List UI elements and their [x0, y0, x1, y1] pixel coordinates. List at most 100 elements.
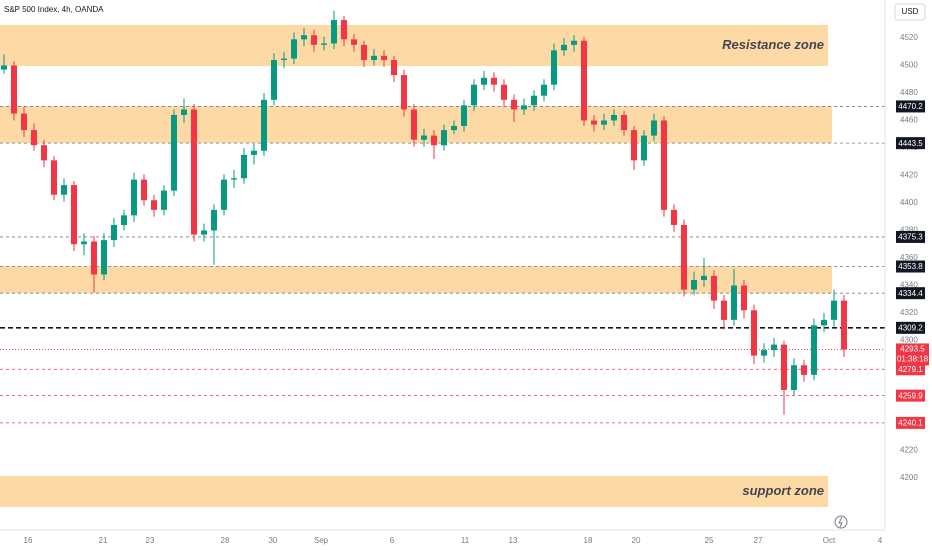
zone-label: Resistance zone	[722, 37, 824, 52]
candle-body	[281, 58, 287, 60]
candle-body	[221, 179, 227, 210]
candle-body	[201, 230, 207, 235]
candle-body	[741, 285, 747, 311]
last-price-label: 4293.5	[900, 345, 925, 354]
candle-body	[771, 344, 777, 351]
candle-body	[801, 365, 807, 375]
candle-body	[451, 125, 457, 131]
candle-body	[651, 120, 657, 136]
y-tick-label: 4320	[900, 308, 918, 317]
x-tick-label: Oct	[823, 536, 836, 545]
y-tick-label: 4500	[900, 61, 918, 70]
x-tick-label: 13	[509, 536, 518, 545]
x-tick-label: 25	[705, 536, 714, 545]
candle-body	[671, 209, 677, 225]
candle-body	[441, 130, 447, 146]
price-level-label: 4240.1	[898, 418, 923, 427]
currency[interactable]: USD	[902, 7, 919, 16]
candle-body	[491, 77, 497, 85]
y-tick-label: 4360	[900, 253, 918, 262]
y-tick-label: 4420	[900, 171, 918, 180]
candle-body	[641, 135, 647, 161]
price-level-label: 4443.5	[898, 139, 923, 148]
icon-circle[interactable]	[834, 515, 848, 529]
candle-body	[471, 84, 477, 106]
candle-body	[271, 59, 277, 100]
candle-body	[121, 215, 127, 225]
price-level-label: 4259.9	[898, 391, 923, 400]
replay-icon[interactable]	[834, 515, 848, 529]
y-tick-label: 4200	[900, 473, 918, 482]
y-tick-label: 4460	[900, 116, 918, 125]
candle-body	[401, 75, 407, 110]
candle-body	[761, 350, 767, 356]
candle-body	[571, 40, 577, 45]
candle-body	[251, 150, 257, 155]
y-tick-label: 4300	[900, 336, 918, 345]
zone	[0, 265, 832, 294]
x-tick-label: 6	[390, 536, 395, 545]
candle-body	[361, 44, 367, 60]
x-tick-label: 18	[584, 536, 593, 545]
candle-body	[841, 300, 847, 350]
x-tick-label: 16	[24, 536, 33, 545]
icon-bolt[interactable]	[838, 516, 843, 528]
candle-body	[111, 224, 117, 241]
candle-body	[541, 84, 547, 96]
axis: 4200422042404260428043004320434043604380…	[24, 33, 929, 545]
x-tick-label: 11	[461, 536, 470, 545]
levels	[0, 106, 885, 424]
y-tick-label: 4480	[900, 88, 918, 97]
y-tick-label: 4340	[900, 281, 918, 290]
x-tick-label: 30	[269, 536, 278, 545]
candle-body	[51, 160, 57, 195]
candle-body	[421, 135, 427, 140]
price-level-box	[896, 230, 925, 243]
y-tick-label: 4380	[900, 226, 918, 235]
zone	[0, 475, 828, 508]
price-level-label: 4334.4	[898, 289, 923, 298]
x-tick-label: 4	[878, 536, 883, 545]
candle-body	[831, 300, 837, 320]
candle-body	[551, 50, 557, 85]
candle-body	[61, 185, 67, 195]
candle-body	[721, 300, 727, 320]
candle-body	[621, 114, 627, 131]
candle-body	[31, 130, 37, 146]
candle-body	[131, 179, 137, 216]
candle-body	[511, 99, 517, 110]
candle-body	[171, 114, 177, 191]
x-tick-label: 28	[221, 536, 230, 545]
candle-body	[461, 105, 467, 126]
candle-body	[531, 95, 537, 106]
last-price-box	[896, 343, 929, 366]
price-level-label: 4309.2	[898, 323, 923, 332]
zone	[0, 24, 828, 67]
candle-body	[781, 344, 787, 391]
candle-body	[101, 240, 107, 275]
candle-body	[181, 109, 187, 115]
price-level-label: 4375.3	[898, 233, 923, 242]
candle-body	[161, 190, 167, 210]
candle-body	[231, 178, 237, 180]
price-level-label: 4353.8	[898, 262, 923, 271]
candle-body	[521, 105, 527, 110]
candles	[1, 10, 847, 415]
candle-body	[21, 113, 27, 131]
candle-body	[411, 109, 417, 140]
candle-body	[601, 120, 607, 125]
candle-body	[211, 209, 217, 231]
price-level-box	[896, 416, 925, 429]
candle-body	[371, 55, 377, 60]
currency-button[interactable]	[894, 3, 926, 21]
candle-body	[381, 55, 387, 60]
price-level-box	[896, 100, 925, 113]
y-tick-label: 4520	[900, 33, 918, 42]
candle-body	[81, 241, 87, 245]
candle-body	[261, 99, 267, 151]
candle-body	[391, 59, 397, 76]
candle-body	[341, 20, 347, 40]
price-level-box	[896, 321, 925, 334]
candle-body	[311, 35, 317, 45]
